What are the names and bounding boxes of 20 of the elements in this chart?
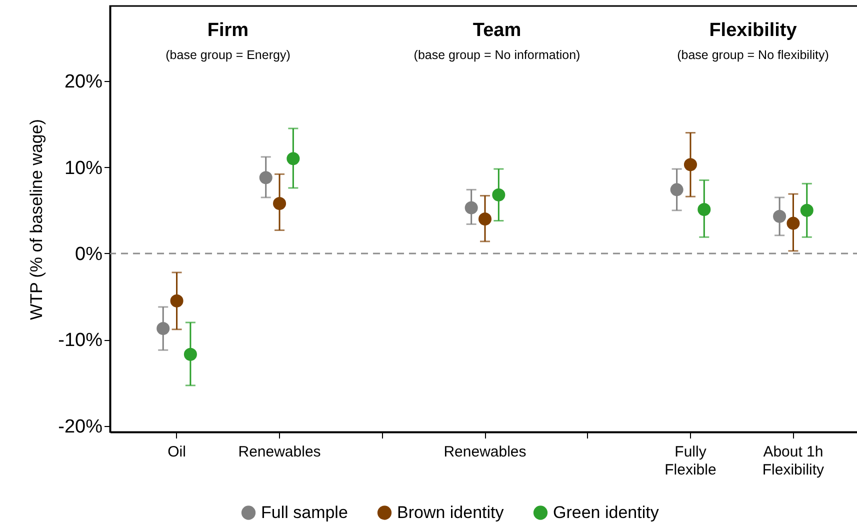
- annotation: Flexibility: [709, 20, 798, 41]
- annotation: Team: [472, 20, 522, 41]
- y-tick-label: 10%: [64, 158, 103, 179]
- x-tick-label: Fully Flexible: [664, 444, 716, 478]
- annotation: Firm: [207, 20, 249, 41]
- annotation: (base group = Energy): [166, 48, 290, 62]
- annotation: (base group = No information): [414, 48, 580, 62]
- y-tick-label: 20%: [64, 72, 103, 93]
- y-tick-label: 0%: [75, 244, 103, 265]
- annotation: (base group = No flexibility): [677, 48, 829, 62]
- y-tick-label: -20%: [58, 416, 103, 438]
- legend-label: Brown identity: [397, 502, 504, 522]
- x-tick-label: Renewables: [444, 444, 526, 460]
- y-axis-title: WTP (% of baseline wage): [27, 119, 46, 320]
- legend-label: Full sample: [261, 502, 348, 522]
- x-tick-label: Oil: [168, 444, 186, 460]
- y-tick-label: -10%: [58, 330, 103, 352]
- x-tick-label: Renewables: [238, 444, 321, 460]
- x-tick-label: About 1h Flexibility: [762, 444, 825, 478]
- legend-label: Green identity: [553, 502, 660, 522]
